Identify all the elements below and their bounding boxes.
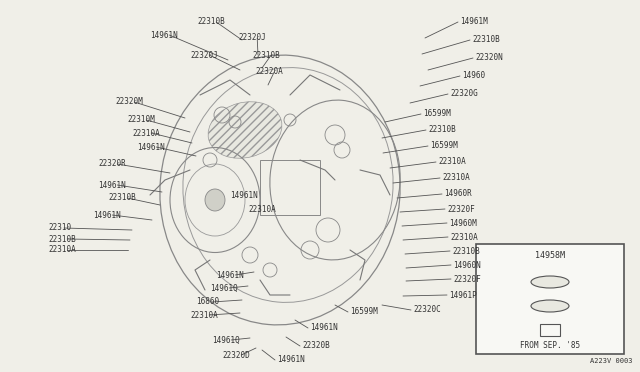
Text: 14961Q: 14961Q	[210, 283, 237, 292]
Text: 14961N: 14961N	[310, 324, 338, 333]
Text: 14961N: 14961N	[277, 356, 305, 365]
Text: 22320N: 22320N	[475, 54, 503, 62]
Text: 22320B: 22320B	[302, 341, 330, 350]
Ellipse shape	[531, 300, 569, 312]
Text: 14958M: 14958M	[535, 251, 565, 260]
Text: 22320J: 22320J	[238, 33, 266, 42]
Text: 14960M: 14960M	[449, 218, 477, 228]
Text: A223V 0003: A223V 0003	[589, 358, 632, 364]
Text: 14961N: 14961N	[93, 211, 121, 219]
Text: 22310A: 22310A	[248, 205, 276, 215]
Text: 16860: 16860	[196, 298, 219, 307]
Text: 14960R: 14960R	[444, 189, 472, 199]
Text: 14961M: 14961M	[460, 17, 488, 26]
Text: 14961N: 14961N	[216, 270, 244, 279]
Text: 22310: 22310	[48, 224, 71, 232]
Text: 16599M: 16599M	[430, 141, 458, 151]
Text: 16599M: 16599M	[423, 109, 451, 119]
Text: 22320A: 22320A	[255, 67, 283, 77]
Text: 14961N: 14961N	[230, 190, 258, 199]
Bar	[476, 244, 624, 354]
Text: 22320C: 22320C	[413, 305, 441, 314]
Text: 22310B: 22310B	[452, 247, 480, 256]
Ellipse shape	[205, 189, 225, 211]
Text: 14961N: 14961N	[98, 180, 125, 189]
Text: 14961Q: 14961Q	[212, 336, 240, 344]
Text: 22320M: 22320M	[115, 97, 143, 106]
Text: 22320D: 22320D	[222, 350, 250, 359]
Text: 22310M: 22310M	[127, 115, 155, 125]
Text: 22310A: 22310A	[190, 311, 218, 320]
Bar	[540, 324, 560, 336]
Text: 22310A: 22310A	[450, 232, 477, 241]
Text: 14960N: 14960N	[453, 260, 481, 269]
Text: 22320G: 22320G	[450, 90, 477, 99]
Text: 22320F: 22320F	[447, 205, 475, 214]
Text: 22310A: 22310A	[132, 128, 160, 138]
Ellipse shape	[531, 276, 569, 288]
Text: FROM SEP. '85: FROM SEP. '85	[520, 341, 580, 350]
Text: 14961P: 14961P	[449, 291, 477, 299]
Text: 22310B: 22310B	[197, 17, 225, 26]
Text: 22310B: 22310B	[48, 234, 76, 244]
Text: 22320J: 22320J	[190, 51, 218, 60]
Text: 22310A: 22310A	[442, 173, 470, 183]
Text: 14961N: 14961N	[137, 142, 164, 151]
Ellipse shape	[208, 102, 282, 158]
Text: 22310A: 22310A	[438, 157, 466, 167]
Bar	[260, 160, 320, 215]
Text: 14960: 14960	[462, 71, 485, 80]
Text: 22310B: 22310B	[252, 51, 280, 60]
Text: 22320R: 22320R	[98, 160, 125, 169]
Text: 22310A: 22310A	[48, 246, 76, 254]
Text: 14961N: 14961N	[150, 31, 178, 39]
Text: 22310B: 22310B	[472, 35, 500, 45]
Text: 22310B: 22310B	[108, 193, 136, 202]
Text: 16599M: 16599M	[350, 308, 378, 317]
Text: 22320F: 22320F	[453, 275, 481, 283]
Text: 22310B: 22310B	[428, 125, 456, 135]
